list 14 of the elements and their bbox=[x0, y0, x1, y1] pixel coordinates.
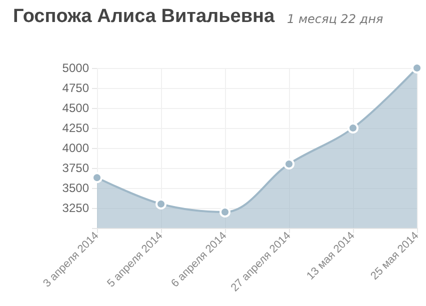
y-tick-label: 3250 bbox=[62, 201, 90, 215]
point bbox=[156, 198, 166, 210]
y-tick-label: 4250 bbox=[62, 121, 90, 135]
y-tick-label: 3500 bbox=[62, 181, 90, 195]
y-tick-label: 5000 bbox=[62, 61, 90, 75]
chart-title: Госпожа Алиса Витальевна bbox=[13, 6, 275, 27]
y-tick-label: 4500 bbox=[62, 101, 90, 115]
y-tick-label: 3750 bbox=[62, 161, 90, 175]
y-tick-label: 4000 bbox=[62, 141, 90, 155]
chart-subtitle: 1 месяц 22 дня bbox=[287, 12, 384, 26]
point bbox=[348, 122, 358, 134]
point bbox=[284, 158, 294, 170]
point bbox=[220, 206, 230, 218]
y-tick-label: 4750 bbox=[62, 81, 90, 95]
